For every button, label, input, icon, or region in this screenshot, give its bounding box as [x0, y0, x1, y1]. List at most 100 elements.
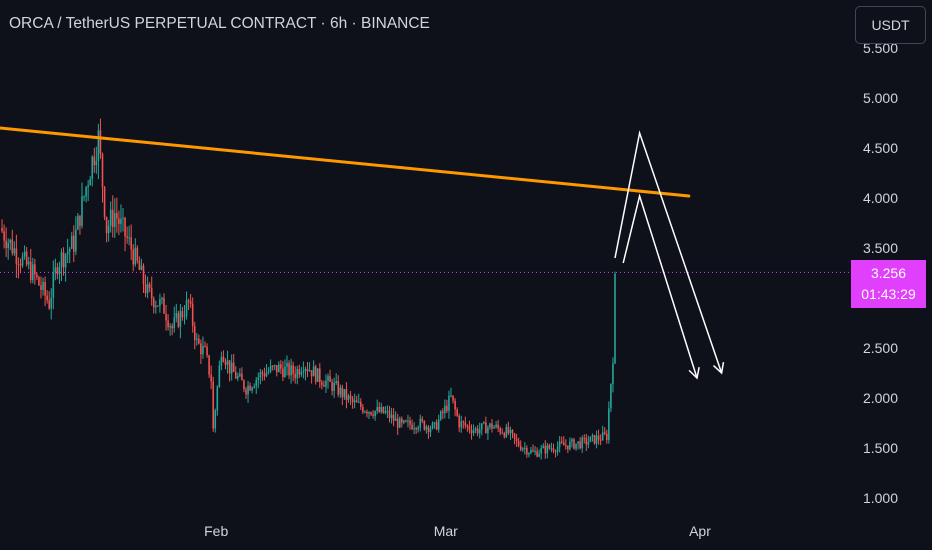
candle-body — [15, 248, 18, 264]
candle-body — [142, 265, 145, 285]
candle-body — [226, 360, 229, 365]
candle-body — [68, 248, 71, 252]
candle-body — [138, 260, 141, 270]
candle-body — [413, 428, 415, 430]
candle-body — [62, 252, 65, 268]
candle-body — [296, 369, 299, 379]
candle-body — [442, 411, 444, 413]
candle-body — [134, 247, 137, 265]
candle-body — [77, 215, 79, 230]
candle-body — [302, 371, 305, 373]
candle-body — [177, 313, 180, 327]
candle-body — [52, 272, 55, 298]
price-axis[interactable]: 1.000 1.500 2.000 2.500 3.500 4.000 4.500 5.000… — [863, 40, 898, 506]
candle-body — [292, 365, 294, 374]
candle-body — [353, 400, 356, 403]
candle-body — [1, 228, 3, 232]
candle-body — [175, 313, 178, 318]
candle-body — [491, 423, 493, 429]
projection-arrowhead — [712, 362, 725, 375]
candle-body — [83, 196, 85, 198]
candle-body — [569, 441, 571, 450]
candle-body — [34, 264, 36, 275]
candle-body — [437, 419, 440, 430]
candle-body — [29, 261, 32, 281]
price-tick-label: 2.000 — [863, 390, 898, 406]
candle-body — [431, 422, 434, 429]
candle-body — [286, 363, 288, 367]
candle-body — [234, 371, 237, 379]
candle-body — [378, 407, 381, 412]
candle-body — [388, 410, 391, 419]
time-axis[interactable]: Feb Mar Apr — [204, 523, 711, 539]
candle-body — [376, 407, 378, 411]
candle-body — [538, 453, 540, 457]
projection-arrowhead — [688, 367, 700, 380]
drawings-layer[interactable] — [0, 126, 850, 380]
candle-body — [409, 420, 411, 425]
candle-body — [483, 422, 485, 424]
candle-body — [191, 303, 194, 327]
candle-body — [554, 451, 557, 453]
candle-body — [608, 408, 610, 441]
candle-body — [56, 267, 59, 275]
candle-body — [128, 237, 130, 239]
candle-body — [599, 439, 602, 441]
candle-body — [220, 356, 223, 366]
candle-body — [335, 381, 337, 383]
candle-body — [198, 338, 200, 344]
candle-body — [304, 368, 307, 372]
candle-body — [228, 360, 231, 374]
candle-body — [144, 284, 147, 294]
candle-body — [116, 213, 118, 219]
candle-body — [107, 225, 110, 234]
candle-body — [587, 441, 590, 445]
candle-body — [273, 365, 276, 367]
candle-body — [95, 161, 98, 166]
candle-body — [370, 412, 372, 415]
candle-body — [196, 338, 198, 340]
candle-body — [48, 300, 50, 309]
candle-body — [27, 261, 30, 265]
candle-body — [456, 409, 458, 416]
candle-body — [93, 156, 96, 166]
candle-body — [423, 421, 426, 430]
candle-body — [519, 445, 522, 450]
candle-body — [212, 386, 214, 429]
candle-body — [218, 365, 221, 387]
candle-body — [271, 366, 274, 368]
candle-body — [439, 411, 442, 420]
candle-body — [161, 297, 163, 300]
candle-body — [157, 305, 159, 307]
candle-body — [452, 395, 454, 401]
currency-button[interactable]: USDT — [855, 6, 926, 44]
candle-body — [187, 300, 190, 302]
candle-body — [351, 398, 354, 403]
candle-body — [476, 428, 479, 434]
candle-body — [148, 284, 151, 288]
candle-body — [126, 236, 128, 238]
candle-body — [87, 185, 89, 188]
candle-body — [40, 285, 42, 290]
candle-body — [589, 436, 592, 442]
candle-body — [614, 320, 616, 364]
candle-body — [583, 437, 586, 439]
candle-body — [298, 369, 301, 375]
candle-body — [306, 368, 309, 371]
candle-body — [362, 406, 364, 413]
candle-body — [70, 235, 73, 249]
candle-body — [454, 400, 456, 410]
candle-body — [489, 423, 491, 428]
candle-body — [528, 453, 530, 455]
candle-body — [60, 252, 63, 268]
candle-body — [81, 196, 83, 227]
candle-body — [150, 287, 153, 299]
candle-body — [19, 264, 22, 266]
candle-body — [163, 297, 165, 314]
candle-body — [390, 414, 393, 419]
candle-body — [243, 380, 245, 390]
candle-body — [11, 239, 14, 254]
candle-body — [200, 343, 202, 355]
